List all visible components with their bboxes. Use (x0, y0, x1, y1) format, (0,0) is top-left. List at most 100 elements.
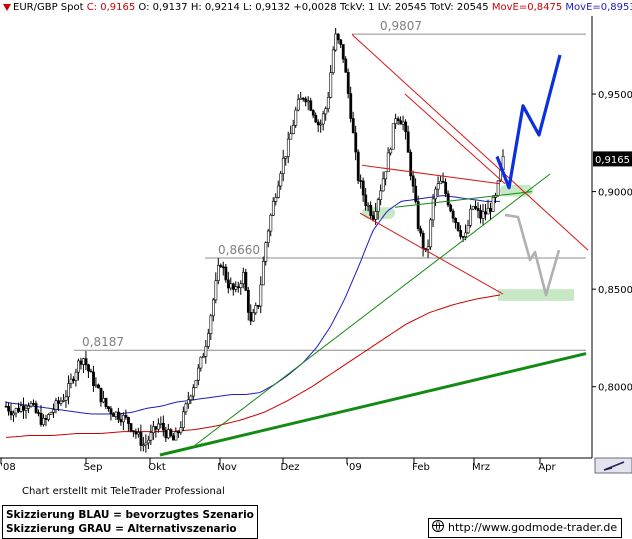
candle (346, 68, 350, 99)
x-tick-label-2: Okt (148, 462, 166, 473)
candle-body (426, 246, 430, 250)
candle-body (386, 152, 390, 173)
website-link[interactable]: http://www.godmode-trader.de (428, 518, 623, 538)
candle-body (356, 151, 360, 181)
candle (216, 258, 220, 285)
candle-body (451, 210, 455, 219)
candle-body (211, 299, 215, 317)
candle-body (27, 405, 30, 409)
candle (219, 263, 223, 269)
candle-body (62, 400, 65, 402)
candle-body (286, 138, 290, 157)
candle-body (254, 305, 258, 314)
candle (67, 375, 70, 405)
candle-body (134, 431, 138, 435)
level-label-2: 0,8187 (82, 335, 124, 349)
candle-body (324, 108, 328, 115)
candle (314, 112, 318, 123)
x-tick-label-1: Sep (84, 462, 103, 473)
candle (244, 268, 248, 292)
x-tick-label-4: Dez (280, 462, 299, 473)
candle-body (434, 188, 438, 200)
candle-body (416, 201, 420, 229)
candle (239, 280, 243, 295)
candle-body (364, 194, 368, 206)
candle-body (309, 100, 313, 111)
candle-body (144, 442, 148, 446)
lower-channel-line (359, 212, 504, 295)
candle-body (124, 414, 128, 418)
candle-body (119, 419, 123, 423)
candle (147, 435, 150, 450)
candle (451, 208, 455, 223)
candle-body (409, 152, 413, 177)
candle-body (361, 180, 365, 196)
candle (374, 202, 378, 225)
candle-body (401, 121, 405, 125)
candle (289, 125, 293, 140)
candle-body (162, 422, 165, 431)
candle (406, 125, 410, 153)
candle-body (209, 315, 213, 334)
candle (279, 170, 283, 190)
scenario-legend: Skizzierung BLAU = bevorzugtes Szenario … (2, 505, 258, 539)
candle (376, 197, 380, 220)
candle (211, 297, 215, 322)
candle (152, 420, 155, 440)
candle-body (216, 264, 220, 281)
candle-body (117, 411, 120, 420)
candle (466, 219, 470, 235)
candle (459, 225, 463, 240)
candle-body (284, 156, 288, 159)
candle-body (341, 44, 345, 60)
candle (24, 404, 28, 419)
candle (122, 412, 125, 431)
candle (7, 402, 10, 416)
candle-body (239, 283, 243, 288)
candle-body (67, 383, 70, 398)
candle-body (269, 214, 273, 232)
candle (431, 193, 435, 228)
candle (174, 427, 178, 441)
candle (476, 202, 480, 219)
candle-body (366, 204, 370, 207)
candle-body (99, 387, 103, 403)
candle-body (449, 204, 453, 212)
candle-body (7, 406, 10, 412)
candle-body (199, 356, 203, 369)
candle (261, 256, 265, 286)
candle (349, 86, 353, 123)
candle (127, 416, 130, 432)
candle-body (331, 49, 335, 73)
candle (162, 415, 165, 437)
candle-body (241, 271, 245, 285)
candle (386, 147, 390, 173)
candle (77, 358, 80, 381)
globe-icon (432, 520, 444, 532)
candle (139, 424, 143, 452)
moving-average-red-line (5, 294, 501, 438)
candle (394, 113, 398, 130)
candle-body (381, 178, 385, 192)
last-volume: LV: 20545 (377, 2, 427, 13)
candle (296, 94, 300, 112)
candle-body (22, 405, 25, 411)
candle-body (159, 422, 163, 425)
x-tick-label-7: Mrz (472, 462, 490, 473)
candle (142, 436, 145, 452)
candle-body (246, 290, 250, 313)
candle (52, 403, 55, 419)
candle (117, 407, 120, 424)
candle (464, 224, 468, 241)
candle-body (224, 266, 228, 281)
candle (286, 131, 290, 164)
candle-body (152, 426, 155, 433)
candle-body (226, 279, 230, 289)
candle (62, 393, 65, 403)
major-support-trendline (159, 352, 587, 457)
candle-body (414, 185, 418, 202)
candle-body (301, 97, 305, 100)
candle (194, 380, 198, 389)
candle (281, 149, 285, 182)
candle-body (17, 408, 20, 412)
